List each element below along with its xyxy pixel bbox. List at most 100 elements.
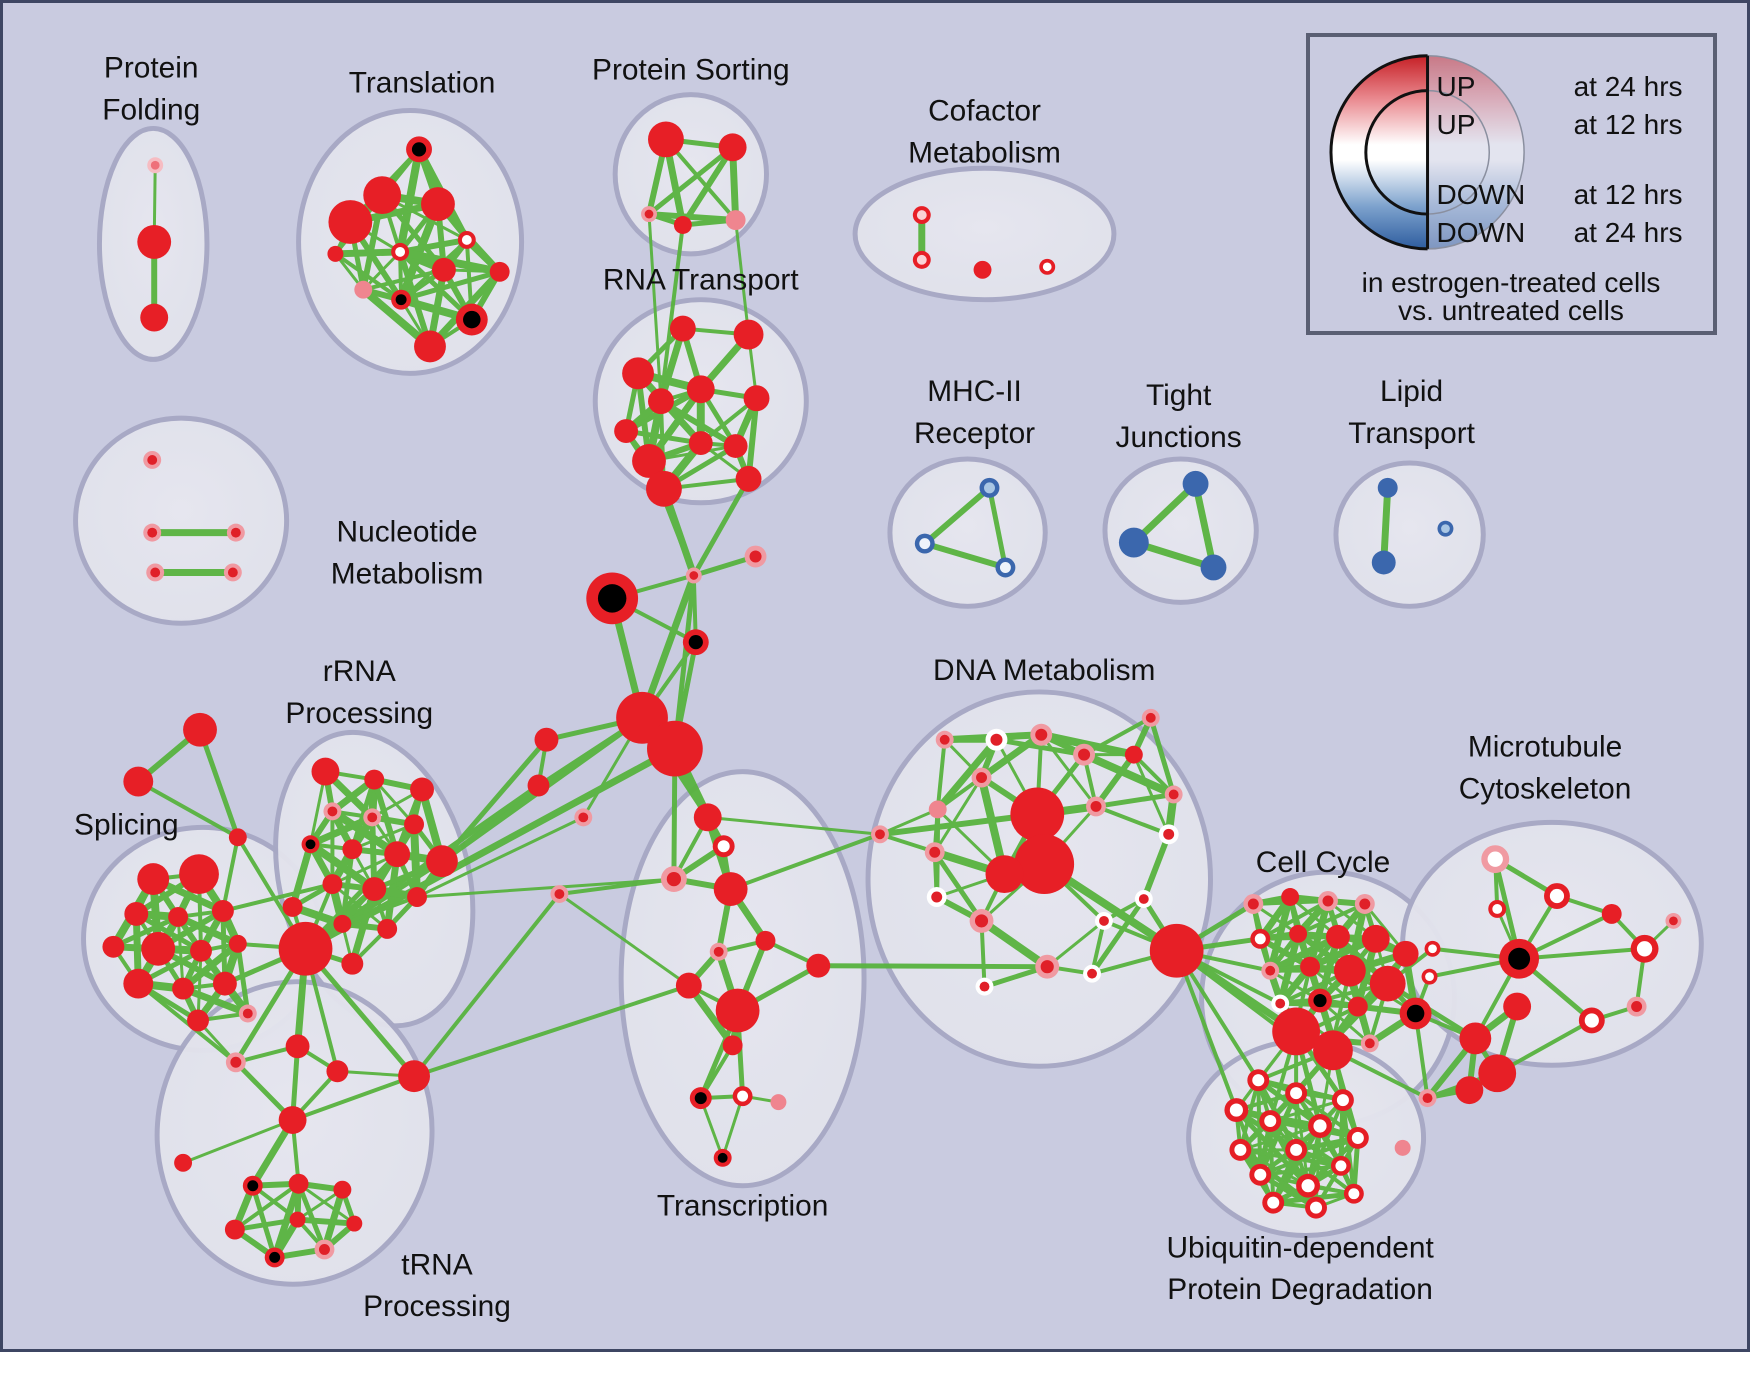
network-node[interactable] xyxy=(534,727,559,752)
network-node[interactable] xyxy=(333,914,352,933)
network-node[interactable] xyxy=(641,206,657,223)
network-node[interactable] xyxy=(712,835,735,858)
network-node[interactable] xyxy=(648,388,674,415)
network-node[interactable] xyxy=(1313,1030,1353,1071)
network-node[interactable] xyxy=(928,800,947,819)
network-node[interactable] xyxy=(969,908,994,933)
network-node[interactable] xyxy=(1601,903,1622,924)
network-node[interactable] xyxy=(1354,894,1375,914)
network-node[interactable] xyxy=(1503,992,1532,1021)
network-node[interactable] xyxy=(688,431,713,455)
network-node[interactable] xyxy=(718,133,747,162)
network-node[interactable] xyxy=(1455,1076,1484,1105)
network-node[interactable] xyxy=(648,121,684,158)
network-node[interactable] xyxy=(301,835,320,854)
network-node[interactable] xyxy=(326,1060,349,1083)
network-node[interactable] xyxy=(278,1106,307,1134)
network-node[interactable] xyxy=(926,887,947,907)
network-node[interactable] xyxy=(1331,1089,1354,1112)
network-node[interactable] xyxy=(1305,1196,1327,1219)
network-node[interactable] xyxy=(431,257,456,282)
network-node[interactable] xyxy=(1035,954,1060,979)
network-node[interactable] xyxy=(1250,928,1271,949)
network-node[interactable] xyxy=(1281,888,1300,906)
network-node[interactable] xyxy=(1285,1138,1308,1161)
network-node[interactable] xyxy=(363,808,382,827)
network-node[interactable] xyxy=(457,230,476,249)
network-node[interactable] xyxy=(632,444,666,478)
network-node[interactable] xyxy=(226,523,245,542)
network-node[interactable] xyxy=(288,1173,309,1194)
network-node[interactable] xyxy=(1039,258,1056,275)
network-node[interactable] xyxy=(1249,1163,1272,1186)
network-node[interactable] xyxy=(733,319,764,350)
network-node[interactable] xyxy=(1369,965,1406,1002)
network-node[interactable] xyxy=(147,157,164,174)
network-node[interactable] xyxy=(172,977,195,1000)
network-node[interactable] xyxy=(123,968,154,999)
network-node[interactable] xyxy=(1665,912,1682,929)
network-node[interactable] xyxy=(289,1211,306,1228)
network-node[interactable] xyxy=(407,887,427,907)
network-node[interactable] xyxy=(322,874,343,895)
network-node[interactable] xyxy=(323,802,342,821)
network-node[interactable] xyxy=(228,828,247,847)
network-node[interactable] xyxy=(341,952,364,975)
network-node[interactable] xyxy=(1124,745,1143,764)
network-node[interactable] xyxy=(755,930,776,951)
network-node[interactable] xyxy=(682,629,709,656)
network-node[interactable] xyxy=(1630,934,1659,963)
network-node[interactable] xyxy=(973,260,992,279)
network-node[interactable] xyxy=(143,451,162,469)
network-node[interactable] xyxy=(715,988,760,1033)
network-node[interactable] xyxy=(614,419,639,444)
network-node[interactable] xyxy=(384,841,411,868)
network-node[interactable] xyxy=(646,470,682,507)
network-node[interactable] xyxy=(211,900,234,922)
network-node[interactable] xyxy=(391,289,412,310)
network-node[interactable] xyxy=(979,477,1000,498)
network-node[interactable] xyxy=(1308,988,1332,1013)
network-node[interactable] xyxy=(1182,470,1209,497)
network-node[interactable] xyxy=(924,842,945,863)
network-node[interactable] xyxy=(1544,883,1570,909)
network-node[interactable] xyxy=(871,825,889,844)
network-node[interactable] xyxy=(1247,1069,1270,1092)
network-node[interactable] xyxy=(1394,1139,1411,1156)
network-node[interactable] xyxy=(1399,997,1432,1030)
network-node[interactable] xyxy=(1158,824,1179,845)
network-node[interactable] xyxy=(673,216,692,234)
network-node[interactable] xyxy=(1271,994,1290,1013)
network-node[interactable] xyxy=(1083,964,1101,983)
network-node[interactable] xyxy=(282,897,303,917)
network-node[interactable] xyxy=(1262,1191,1285,1214)
network-node[interactable] xyxy=(713,872,748,906)
network-node[interactable] xyxy=(689,1087,712,1110)
network-node[interactable] xyxy=(225,1052,246,1073)
network-node[interactable] xyxy=(187,1009,209,1032)
network-node[interactable] xyxy=(1478,1054,1517,1093)
network-node[interactable] xyxy=(228,934,247,953)
network-node[interactable] xyxy=(102,935,125,958)
network-node[interactable] xyxy=(1318,891,1338,911)
network-node[interactable] xyxy=(647,720,703,777)
network-node[interactable] xyxy=(264,1247,285,1268)
network-node[interactable] xyxy=(238,1004,257,1023)
network-node[interactable] xyxy=(333,1180,352,1199)
network-node[interactable] xyxy=(1095,911,1113,930)
network-node[interactable] xyxy=(1343,1183,1364,1204)
network-node[interactable] xyxy=(1200,554,1227,581)
network-node[interactable] xyxy=(190,939,212,962)
network-node[interactable] xyxy=(346,1215,363,1232)
network-node[interactable] xyxy=(1361,924,1390,953)
network-node[interactable] xyxy=(1261,961,1280,980)
network-node[interactable] xyxy=(743,385,770,412)
network-node[interactable] xyxy=(179,854,219,895)
network-node[interactable] xyxy=(1360,1034,1379,1053)
network-node[interactable] xyxy=(285,1034,310,1059)
network-node[interactable] xyxy=(1224,1098,1249,1123)
network-node[interactable] xyxy=(314,1239,335,1260)
network-node[interactable] xyxy=(622,357,654,390)
network-node[interactable] xyxy=(183,712,217,747)
network-node[interactable] xyxy=(1333,954,1366,987)
